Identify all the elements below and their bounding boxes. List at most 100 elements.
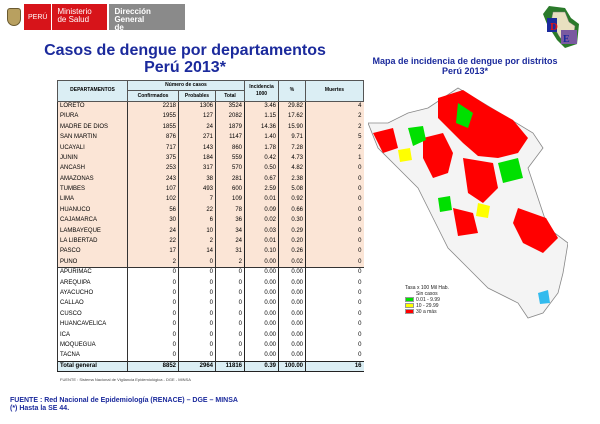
col-total: Total bbox=[215, 90, 245, 102]
table-cell: 0.00 bbox=[278, 298, 306, 310]
table-cell: 0 bbox=[215, 319, 245, 330]
peru-label: PERÚ bbox=[24, 4, 52, 30]
table-cell: 22 bbox=[178, 205, 216, 216]
legend-swatch bbox=[405, 297, 414, 303]
table-cell: 0 bbox=[127, 267, 179, 278]
table-cell: ANCASH bbox=[57, 163, 128, 175]
table-row: TACNA 0 0 0 0.00 0.00 0 bbox=[57, 350, 364, 362]
table-cell: 570 bbox=[215, 163, 245, 175]
legend-label: 10 - 29.99 bbox=[416, 303, 439, 309]
table-cell: 0 bbox=[305, 309, 364, 320]
table-cell: 0.02 bbox=[278, 257, 306, 268]
region-green-amazonas bbox=[408, 126, 426, 146]
table-cell: 17.62 bbox=[278, 111, 306, 123]
table-cell: 0 bbox=[305, 319, 364, 330]
table-cell: 0.00 bbox=[278, 288, 306, 299]
region-yellow-2 bbox=[476, 203, 490, 218]
map-title: Mapa de incidencia de dengue por distrit… bbox=[360, 56, 570, 76]
table-cell: 717 bbox=[127, 142, 179, 154]
table-cell: 127 bbox=[178, 111, 216, 123]
table-cell: 9.71 bbox=[278, 132, 306, 143]
table-cell: 0 bbox=[178, 288, 216, 299]
table-cell: Total general bbox=[57, 360, 128, 372]
table-cell: 1.15 bbox=[244, 111, 279, 123]
table-cell: 0.42 bbox=[244, 153, 279, 164]
table-cell: 2 bbox=[305, 122, 364, 133]
table-cell: 0.20 bbox=[278, 236, 306, 247]
table-cell: 0 bbox=[178, 319, 216, 330]
svg-text:E: E bbox=[563, 34, 570, 45]
table-cell: 0 bbox=[127, 329, 179, 341]
legend-item: Sin casos bbox=[405, 291, 449, 297]
table-row: LAMBAYEQUE 24 10 34 0.03 0.29 0 bbox=[57, 225, 364, 237]
table-cell: LAMBAYEQUE bbox=[57, 225, 128, 237]
table-cell: 1.40 bbox=[244, 132, 279, 143]
table-cell: 2 bbox=[127, 257, 179, 268]
table-cell: 317 bbox=[178, 163, 216, 175]
table-cell: TUMBES bbox=[57, 184, 128, 195]
table-cell: LORETO bbox=[57, 101, 128, 112]
table-cell: 0.30 bbox=[278, 215, 306, 226]
table-cell: 3524 bbox=[215, 101, 245, 112]
dengue-cases-table: DEPARTAMENTOS Número de casos Incidencia… bbox=[57, 79, 364, 372]
table-row: ANCASH 253 317 570 0.50 4.82 0 bbox=[57, 163, 364, 175]
table-cell: 2 bbox=[215, 257, 245, 268]
table-cell: 0.00 bbox=[278, 350, 306, 362]
total-row: Total general 8852 2964 11816 0.39 100.00 16 bbox=[57, 360, 364, 372]
ministry-line2: de Salud bbox=[57, 15, 90, 24]
region-red-madrededios bbox=[513, 208, 558, 253]
table-cell: 375 bbox=[127, 153, 179, 164]
table-cell: 0 bbox=[305, 340, 364, 351]
table-cell: 0.00 bbox=[244, 350, 279, 362]
table-row: ICA 0 0 0 0.00 0.00 0 bbox=[57, 329, 364, 341]
table-cell: 31 bbox=[215, 246, 245, 258]
table-cell: HUANCAVELICA bbox=[57, 319, 128, 330]
col-probables: Probables bbox=[178, 90, 216, 102]
table-cell: 0 bbox=[127, 340, 179, 351]
table-cell: 0.00 bbox=[278, 329, 306, 341]
table-cell: LIMA bbox=[57, 194, 128, 206]
table-row: MADRE DE DIOS 1855 24 1879 14.36 15.90 2 bbox=[57, 122, 364, 133]
table-cell: 559 bbox=[215, 153, 245, 164]
table-cell: 2.59 bbox=[244, 184, 279, 195]
table-cell: 0 bbox=[305, 288, 364, 299]
table-row: TUMBES 107 493 600 2.59 5.08 0 bbox=[57, 184, 364, 195]
table-row: AREQUIPA 0 0 0 0.00 0.00 0 bbox=[57, 277, 364, 289]
table-cell: 0.02 bbox=[244, 215, 279, 226]
legend-item: 30 a más bbox=[405, 309, 449, 315]
table-row: UCAYALI 717 143 860 1.78 7.28 2 bbox=[57, 142, 364, 154]
table-cell: 0.00 bbox=[244, 319, 279, 330]
region-red-junin bbox=[453, 208, 478, 236]
region-red-ucayali bbox=[463, 158, 498, 203]
table-cell: 2 bbox=[305, 142, 364, 154]
col-confirmados: Confirmados bbox=[127, 90, 179, 102]
table-cell: 0 bbox=[178, 350, 216, 362]
table-row: HUANUCO 56 22 78 0.09 0.66 0 bbox=[57, 205, 364, 216]
table-cell: 0 bbox=[215, 350, 245, 362]
table-cell: 0 bbox=[127, 298, 179, 310]
table-cell: 0 bbox=[305, 246, 364, 258]
table-cell: 0.00 bbox=[278, 340, 306, 351]
table-cell: 4 bbox=[305, 101, 364, 112]
table-cell: 1.78 bbox=[244, 142, 279, 154]
footer: FUENTE : Red Nacional de Epidemiología (… bbox=[10, 397, 238, 413]
table-cell: 102 bbox=[127, 194, 179, 206]
table-cell: 0 bbox=[305, 163, 364, 175]
table-cell: TACNA bbox=[57, 350, 128, 362]
footer-source: FUENTE : Red Nacional de Epidemiología (… bbox=[10, 397, 238, 404]
map-legend: Tasa x 100 Mil Hab. Sin casos 0.01 - 9.99… bbox=[405, 285, 449, 315]
table-cell: 0.39 bbox=[244, 360, 279, 372]
table-cell: 34 bbox=[215, 225, 245, 237]
table-cell: JUNIN bbox=[57, 153, 128, 164]
table-cell: 4.73 bbox=[278, 153, 306, 164]
peru-district-map bbox=[368, 87, 568, 319]
table-row: CAJAMARCA 30 6 36 0.02 0.30 0 bbox=[57, 215, 364, 226]
table-cell: HUANUCO bbox=[57, 205, 128, 216]
table-cell: 0.00 bbox=[244, 277, 279, 289]
table-cell: 6 bbox=[178, 215, 216, 226]
table-cell: 0 bbox=[305, 350, 364, 362]
table-cell: MADRE DE DIOS bbox=[57, 122, 128, 133]
table-cell: 0 bbox=[127, 309, 179, 320]
region-green-ucayali bbox=[498, 158, 523, 183]
table-cell: 860 bbox=[215, 142, 245, 154]
